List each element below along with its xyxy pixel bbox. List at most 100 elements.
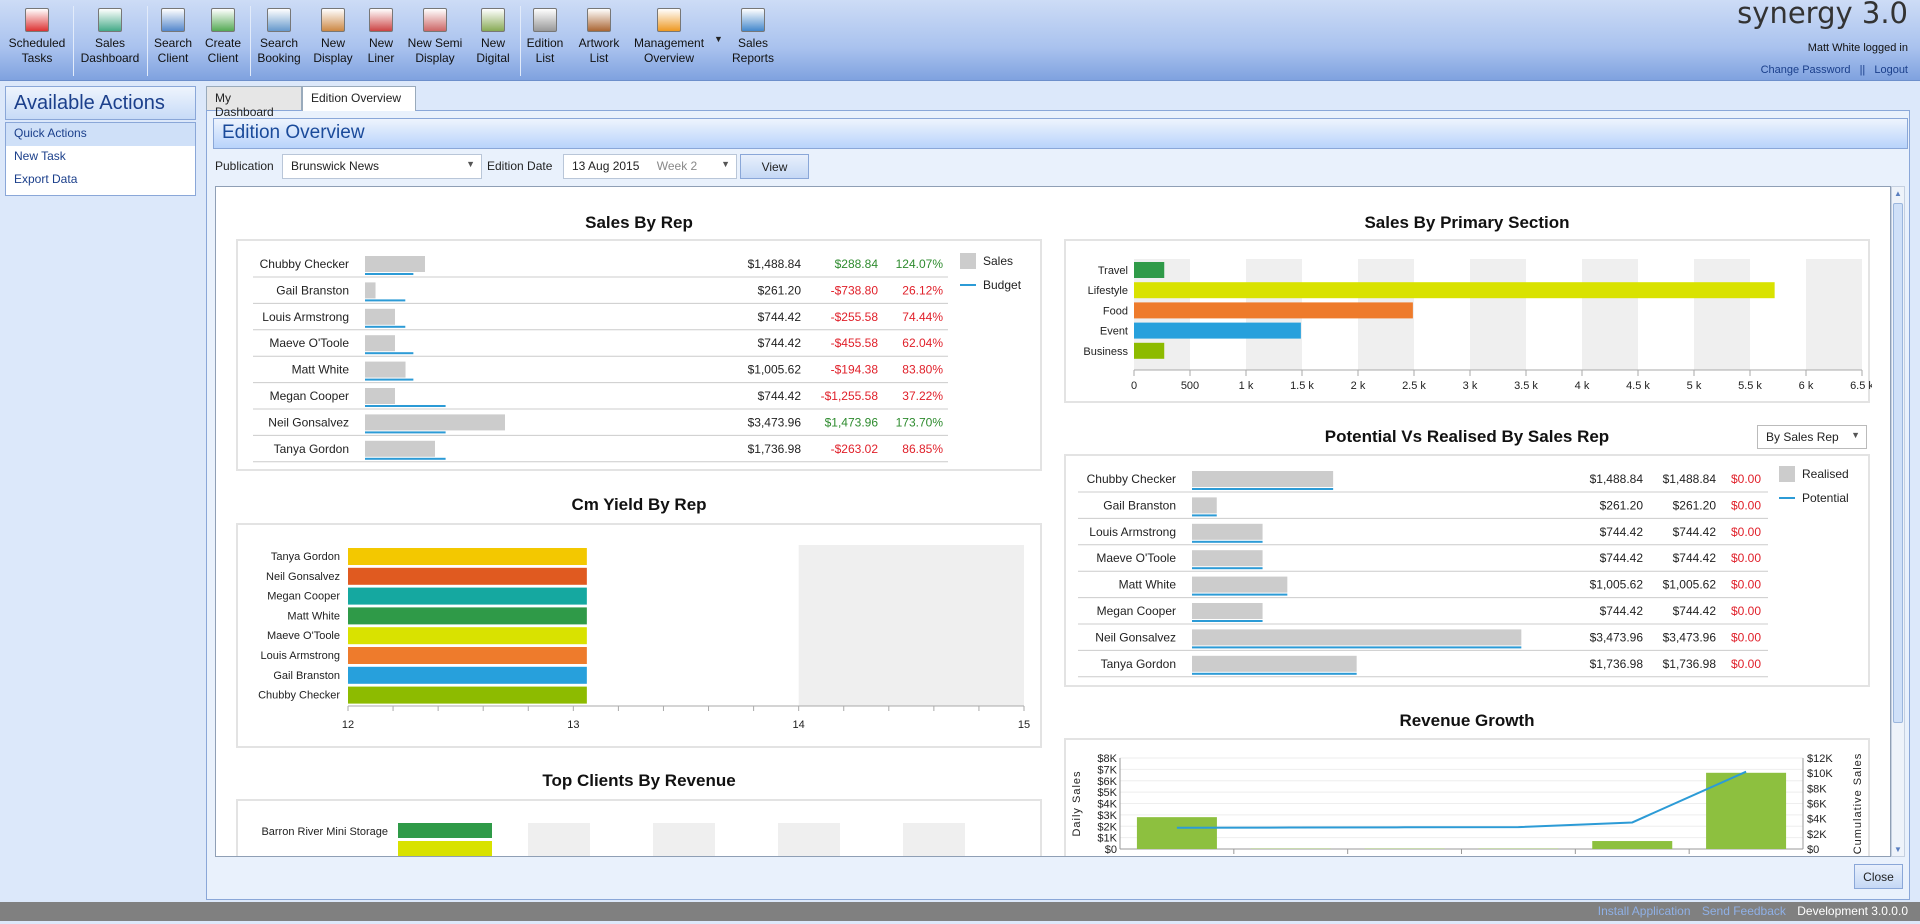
new-liner-icon (369, 8, 393, 32)
budget-line (365, 405, 446, 407)
toolbar-button-sales-reports[interactable]: Sales Reports (718, 8, 788, 66)
difference-value: $0.00 (1731, 657, 1761, 671)
table-row: Neil Gonsalvez $3,473.96 $1,473.96 173.70% (253, 414, 948, 436)
new-semi-display-icon (423, 8, 447, 32)
budget-percent: 83.80% (902, 363, 943, 377)
x-tick-label: 15 (1018, 719, 1030, 731)
bar-travel (1134, 262, 1165, 278)
tab-edition-overview[interactable]: Edition Overview (302, 86, 416, 111)
difference-value: $0.00 (1731, 498, 1761, 512)
toolbar-label: Tasks (21, 51, 53, 65)
sales-by-section-chart: Travel Lifestyle Food Event Business 0 500 1 k 1… (1064, 239, 1872, 403)
rep-name: Megan Cooper (270, 389, 349, 403)
y-tick-label: $7K (1097, 764, 1117, 776)
legend-budget-swatch (960, 284, 976, 286)
tab-my-dashboard[interactable]: My Dashboard (206, 86, 302, 119)
toolbar-button-management-overview[interactable]: Management Overview (634, 8, 704, 66)
x-tick-label: 13 (567, 719, 579, 731)
logout-link[interactable]: Logout (1874, 64, 1908, 76)
grid-band (528, 823, 590, 856)
edition-week: Week 2 (656, 159, 698, 173)
sales-bar (365, 361, 406, 378)
potential-value: $3,473.96 (1663, 630, 1717, 644)
table-row: Matt White $1,005.62 -$194.38 83.80% (253, 361, 948, 384)
install-application-link[interactable]: Install Application (1597, 904, 1691, 918)
group-by-select[interactable]: By Sales Rep ▼ (1757, 425, 1867, 449)
close-button[interactable]: Close (1854, 864, 1903, 889)
toolbar-separator (147, 6, 148, 76)
client-bar (398, 841, 492, 856)
sidebar-item-quick-actions[interactable]: Quick Actions (6, 123, 195, 146)
y-tick-label: $3K (1097, 810, 1117, 822)
realised-bar (1192, 523, 1263, 540)
x-tick-label: 4 k (1575, 380, 1590, 392)
x-tick-label: 12 (342, 719, 354, 731)
x-tick-label: 3.5 k (1514, 380, 1538, 392)
difference-value: $0.00 (1731, 551, 1761, 565)
toolbar-button-new-semi-display[interactable]: New Semi Display (400, 8, 470, 66)
toolbar-button-sales-dashboard[interactable]: Sales Dashboard (75, 8, 145, 66)
toolbar-separator (250, 6, 251, 76)
management-dropdown-icon[interactable]: ▼ (714, 34, 723, 44)
category-label: Business (1083, 346, 1128, 358)
sidebar-item-new-task[interactable]: New Task (14, 149, 66, 163)
toolbar-button-search-booking[interactable]: Search Booking (244, 8, 314, 66)
toolbar-button-new-liner[interactable]: New Liner (346, 8, 416, 66)
client-bar (398, 823, 492, 838)
potential-value: $744.42 (1673, 604, 1717, 618)
publication-select[interactable]: Brunswick News ▼ (282, 154, 482, 179)
category-label: Gail Branston (273, 670, 340, 682)
y-tick-label: $5K (1097, 787, 1117, 799)
legend-sales: Sales (983, 254, 1013, 268)
view-button[interactable]: View (740, 154, 809, 179)
toolbar-label: New (320, 36, 345, 50)
sidebar-item-export-data[interactable]: Export Data (14, 172, 78, 186)
realised-bar (1192, 497, 1217, 514)
yield-bar (348, 666, 587, 684)
yield-bar (348, 627, 587, 645)
legend-budget: Budget (983, 278, 1022, 292)
send-feedback-link[interactable]: Send Feedback (1701, 904, 1786, 918)
toolbar-label: Client (207, 51, 239, 65)
toolbar-button-create-client[interactable]: Create Client (188, 8, 258, 66)
edition-date-select[interactable]: 13 Aug 2015 Week 2 ▼ (563, 154, 737, 179)
toolbar-button-edition-list[interactable]: Edition List (510, 8, 580, 66)
rep-name: Neil Gonsalvez (268, 415, 349, 429)
realised-value: $261.20 (1600, 498, 1644, 512)
change-password-link[interactable]: Change Password (1760, 64, 1851, 76)
dashboard-icon (98, 8, 122, 32)
sales-reports-icon (741, 8, 765, 32)
budget-percent: 26.12% (902, 283, 943, 297)
rep-name: Chubby Checker (260, 257, 349, 271)
toolbar-button-new-display[interactable]: New Display (298, 8, 368, 66)
vertical-scrollbar[interactable]: ▲ ▼ (1891, 186, 1905, 857)
rep-name: Tanya Gordon (1101, 657, 1176, 671)
sales-value: $1,736.98 (748, 442, 802, 456)
scroll-down-icon[interactable]: ▼ (1894, 845, 1902, 854)
scrollbar-thumb[interactable] (1893, 203, 1903, 723)
category-label: Louis Armstrong (261, 650, 340, 662)
toolbar-label: New Semi (407, 36, 463, 50)
dashboard-content: Sales By Rep Chubby Checker $1,488.84 $288… (215, 186, 1891, 857)
category-label: Event (1100, 326, 1128, 338)
category-label: Tanya Gordon (271, 551, 340, 563)
category-label: Neil Gonsalvez (266, 571, 340, 583)
daily-sales-bar (1592, 841, 1673, 849)
sales-value: $261.20 (758, 283, 802, 297)
scroll-up-icon[interactable]: ▲ (1894, 189, 1902, 198)
table-row: Gail Branston $261.20 -$738.80 26.12% (253, 282, 948, 304)
chart-svg: Travel Lifestyle Food Event Business 0 500 1 k 1… (1083, 259, 1872, 392)
edition-list-icon (533, 8, 557, 32)
potential-value: $744.42 (1673, 525, 1717, 539)
chart-svg: Chubby Checker $1,488.84 $1,488.84 $0.00Gai… (1078, 466, 1849, 678)
toolbar-label: Scheduled (8, 36, 66, 50)
sales-by-rep-title: Sales By Rep (585, 213, 693, 232)
toolbar-button-new-digital[interactable]: New Digital (458, 8, 528, 66)
toolbar-label: New (480, 36, 505, 50)
toolbar-button-artwork-list[interactable]: Artwork List (564, 8, 634, 66)
toolbar-button-scheduled-tasks[interactable]: Scheduled Tasks (2, 8, 72, 66)
table-row: Neil Gonsalvez $3,473.96 $3,473.96 $0.00 (1078, 629, 1768, 651)
toolbar-button-search-client[interactable]: Search Client (138, 8, 208, 66)
sales-bar (365, 440, 436, 457)
budget-line (365, 352, 414, 355)
